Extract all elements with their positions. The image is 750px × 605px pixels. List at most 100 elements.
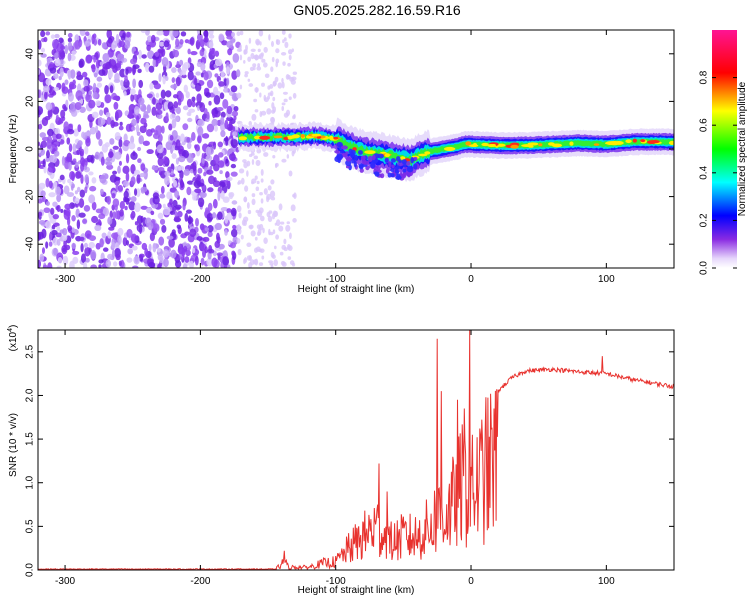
spectrogram-ridge-scatter [367,155,373,163]
spectrogram-noise-blob [203,171,207,177]
spectrogram-noise-blob [177,98,182,106]
spectrogram-noise-blob [43,36,48,43]
spectrogram-noise-blob [115,33,120,44]
spectrogram-noise-blob [139,125,147,134]
spectrogram-ridge-peak [510,144,519,149]
spectrogram-noise-blob [140,186,148,193]
spectrogram-noise-blob [157,133,163,143]
spectrogram-noise-blob [189,36,195,46]
spectrogram-noise-blob [133,50,139,56]
spectrogram-noise-blob [216,232,220,242]
spectrogram-noise-blob [125,153,130,164]
spectrogram-noise-blob [165,112,169,122]
spectrogram-ridge-scatter [339,150,345,154]
spectrogram-noise-blob [128,110,133,116]
spectrogram-noise-blob [170,249,177,259]
spectrogram-noise-blob [206,79,214,89]
spectrogram-noise-blob [173,179,178,188]
spectrogram-noise-blob [45,177,50,188]
spectrogram-noise-blob [171,144,176,151]
spectrogram-noise-blob [140,104,147,112]
colorbar-tick-label: 0.2 [699,213,710,227]
spectrogram-noise-blob-faint [255,246,261,252]
snr-y-tick-label: 2.0 [25,388,36,402]
colorbar-tick-label: 0.6 [699,118,710,132]
spectrogram-noise-blob [117,227,124,236]
spectrogram-noise-blob [76,71,82,78]
snr-x-tick-label: 0 [468,576,474,587]
spectrogram-noise-blob-faint [249,66,255,71]
spectrogram-noise-blob [82,71,88,78]
spectrogram-noise-blob [138,49,143,60]
spectrogram-noise-blob [224,229,228,236]
spectrogram-noise-blob [90,250,97,260]
spectrogram-noise-blob [195,217,199,227]
spectrogram-noise-blob [71,227,75,233]
spectrogram-noise-blob [155,125,163,135]
spectrogram-noise-blob-faint [271,102,275,109]
spectrogram-noise-blob [191,96,196,102]
spectrogram-noise-blob [230,228,238,238]
spectrogram-noise-blob-faint [254,109,259,113]
spectrogram-noise-blob [61,155,65,166]
spectrogram-ridge-peak [640,139,646,143]
spectrogram-noise-blob-faint [236,205,242,213]
spectrogram-noise-blob [56,204,61,213]
spectrogram-noise-blob [224,119,229,130]
spectrogram-noise-blob [163,101,169,111]
spectrogram-noise-blob [179,170,184,180]
spectrogram-noise-blob [139,172,146,178]
spectrogram-noise-blob [212,212,217,219]
spectrogram-ridge-peak [569,141,574,146]
spectrogram-noise-blob [185,209,192,214]
spectrogram-noise-blob [42,264,48,268]
spectrogram-noise-blob [175,76,181,87]
spectrogram-noise-blob-faint [236,92,241,99]
spectrogram-noise-blob [118,160,122,166]
spectrogram-noise-blob [233,105,239,112]
spectrogram-noise-blob [53,73,59,80]
spectrogram-y-tick-label: 0 [25,146,36,152]
spectrogram-noise-blob-faint [285,224,291,232]
spectrogram-noise-blob [138,135,144,145]
spectrogram-noise-blob [80,148,85,157]
spectrogram-ridge-scatter [346,156,351,162]
spectrogram-noise-blob-faint [286,221,291,225]
spectrogram-noise-blob [84,40,91,47]
spectrogram-noise-blob [136,131,141,136]
spectrogram-noise-blob [135,123,140,134]
spectrogram-noise-blob [128,201,136,211]
spectrogram-noise-blob [119,209,124,217]
spectrogram-ridge-scatter [379,173,385,179]
spectrogram-noise-blob [230,32,236,37]
spectrogram-noise-blob [102,247,109,252]
spectrogram-noise-blob-faint [236,31,241,37]
spectrogram-noise-blob [187,117,193,123]
spectrogram-noise-blob [177,145,184,152]
spectrogram-noise-blob [170,84,178,89]
spectrogram-noise-blob [181,248,186,257]
spectrogram-noise-blob [81,131,86,139]
spectrogram-noise-blob [41,247,46,254]
spectrogram-noise-blob [47,262,53,268]
spectrogram-noise-blob-faint [286,154,290,159]
spectrogram-noise-blob [213,90,221,95]
spectrogram-noise-blob [67,52,72,62]
spectrogram-noise-blob-faint [254,236,258,241]
spectrogram-noise-blob [220,116,225,125]
spectrogram-noise-blob-faint [272,80,277,87]
spectrogram-noise-blob [205,207,209,214]
spectrogram-noise-blob-faint [254,54,259,61]
spectrogram-noise-blob-faint [253,155,258,160]
spectrogram-noise-blob [197,126,204,137]
spectrogram-noise-blob [140,163,146,172]
spectrogram-noise-blob [212,108,216,119]
spectrogram-ridge-scatter [395,175,402,180]
spectrogram-noise-blob [147,221,154,231]
spectrogram-noise-blob-faint [240,177,245,185]
spectrogram-ridge-scatter [336,153,343,161]
spectrogram-noise-blob [120,79,124,87]
spectrogram-noise-blob-faint [280,260,286,266]
spectrogram-noise-blob [96,76,103,82]
spectrogram-noise-blob [134,202,141,213]
